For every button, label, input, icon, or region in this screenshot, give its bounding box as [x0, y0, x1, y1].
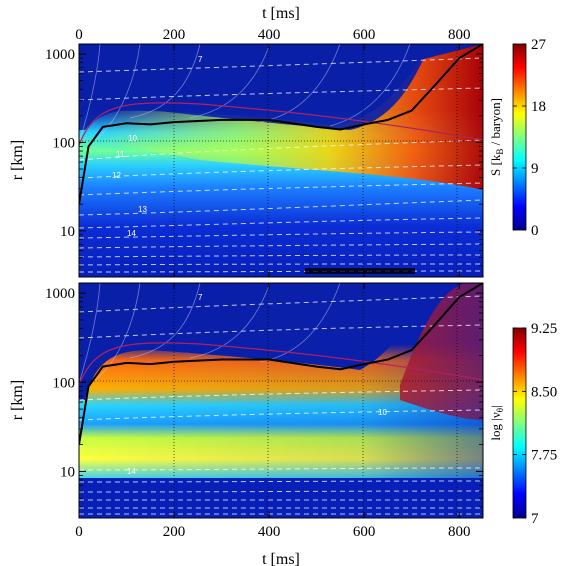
colorbar-tick-label: 27 [531, 37, 547, 53]
top-hot-region [100, 44, 483, 190]
y-tick-label: 100 [53, 135, 76, 151]
colorbar-tick-label: 9 [531, 161, 539, 177]
top-colorbar: 0 9 18 27 S [kB / baryon] [488, 37, 547, 239]
contour-label-13: 13 [138, 205, 147, 214]
top-colorbar-label: S [kB / baryon] [488, 98, 505, 176]
contour-label-14: 14 [127, 229, 136, 238]
x-tick-label: 200 [163, 524, 186, 540]
x-tick-label: 400 [258, 27, 281, 43]
bottom-shock-line [79, 283, 483, 445]
contour-label-7: 7 [198, 55, 203, 64]
bottom-colorbar: 7 7.75 8.50 9.25 log |νθ| [488, 321, 557, 527]
bottom-pns-line [79, 342, 483, 386]
contour-label-7-bottom: 7 [198, 293, 203, 302]
x-tick-label: 0 [75, 524, 83, 540]
contour-label-10-bottom: 10 [378, 408, 387, 417]
x-tick-label: 800 [448, 27, 471, 43]
bottom-frame [78, 282, 484, 519]
bottom-y-axis-label: r [km] [9, 380, 26, 420]
x-tick-label: 0 [75, 27, 83, 43]
top-pns-line [79, 102, 483, 146]
top-panel: 7 10 11 12 13 14 [78, 43, 484, 278]
top-frame [78, 43, 484, 278]
x-tick-label: 600 [353, 524, 376, 540]
x-tick-label: 400 [258, 524, 281, 540]
top-shock-line [79, 44, 483, 205]
bottom-contours [79, 295, 483, 515]
x-tick-label: 200 [163, 27, 186, 43]
y-tick-label: 10 [60, 464, 75, 480]
colorbar-tick-label: 7.75 [531, 448, 557, 464]
bottom-panel: 7 10 14 [78, 282, 484, 519]
colorbar-tick-label: 7 [531, 511, 539, 527]
bottom-x-axis-label: t [ms] [262, 551, 300, 566]
top-contours [79, 57, 483, 273]
bottom-colorbar-label: log |νθ| [488, 405, 505, 440]
colorbar-tick-label: 8.50 [531, 384, 557, 400]
y-tick-label: 10 [60, 224, 75, 240]
y-tick-label: 1000 [45, 286, 75, 302]
colorbar-tick-label: 9.25 [531, 321, 557, 337]
x-tick-label: 800 [448, 524, 471, 540]
x-tick-label: 600 [353, 27, 376, 43]
y-tick-label: 1000 [45, 47, 75, 63]
contour-label-12: 12 [112, 171, 121, 180]
contour-label-14-bottom: 14 [127, 467, 136, 476]
contour-label-11: 11 [116, 150, 125, 159]
contour-label-10: 10 [128, 134, 137, 143]
colorbar-tick-label: 18 [531, 99, 546, 115]
top-y-axis-label: r [km] [9, 140, 26, 180]
y-tick-label: 100 [53, 375, 76, 391]
colorbar-tick-label: 0 [531, 223, 539, 239]
top-x-axis-label: t [ms] [262, 5, 300, 22]
top-upper-cold [79, 44, 483, 130]
